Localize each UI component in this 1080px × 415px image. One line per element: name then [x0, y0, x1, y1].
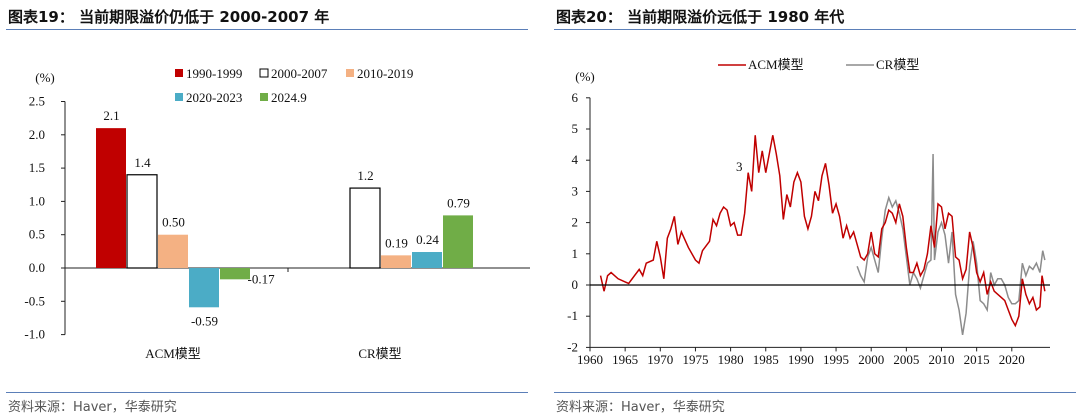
annotation: 3	[736, 159, 743, 174]
y-tick-label: 0.0	[29, 260, 45, 275]
bar-2010-2019	[158, 234, 188, 268]
bar-2020-2023	[412, 252, 442, 268]
category-label: CR模型	[358, 346, 401, 361]
data-label: 0.79	[447, 195, 470, 210]
y-tick-label: 0.5	[29, 227, 45, 242]
line-ACM模型	[599, 135, 1046, 328]
legend-label: 2020-2023	[186, 90, 242, 105]
x-tick-label: 1985	[753, 352, 779, 367]
right-chart-title: 图表20： 当前期限溢价远低于 1980 年代	[556, 8, 845, 26]
y-axis-unit: (%)	[575, 69, 595, 84]
data-label: 1.2	[357, 168, 373, 183]
x-tick-label: 1990	[788, 352, 814, 367]
x-tick-label: 2005	[893, 352, 919, 367]
legend-swatch	[175, 69, 183, 77]
x-tick-label: 1960	[577, 352, 603, 367]
bar-2024.9	[443, 215, 473, 268]
y-tick-label: 2.5	[29, 94, 45, 109]
legend-label: 2010-2019	[357, 66, 413, 81]
data-label: 0.19	[385, 235, 408, 250]
y-tick-label: 6	[572, 90, 579, 105]
y-tick-label: 2.0	[29, 127, 45, 142]
data-label: 0.24	[416, 232, 439, 247]
source-divider	[6, 392, 528, 393]
legend-label: 2000-2007	[271, 66, 328, 81]
y-tick-label: -0.5	[24, 293, 45, 308]
y-tick-label: 2	[572, 215, 579, 230]
y-tick-label: 1.5	[29, 160, 45, 175]
x-tick-label: 1965	[612, 352, 638, 367]
y-tick-label: -2	[567, 339, 578, 354]
legend-label: 2024.9	[271, 90, 307, 105]
bar-2000-2007	[126, 174, 158, 269]
x-tick-label: 2010	[929, 352, 955, 367]
x-tick-label: 2020	[999, 352, 1025, 367]
data-label: -0.17	[248, 271, 276, 286]
legend-swatch	[175, 93, 183, 101]
y-tick-label: -1.0	[24, 327, 45, 342]
title-divider	[6, 29, 528, 30]
bar-2020-2023	[189, 268, 219, 308]
y-tick-label: 4	[572, 152, 579, 167]
line-CR模型	[856, 153, 1046, 336]
data-label: 0.50	[162, 215, 185, 230]
legend-swatch	[346, 69, 354, 77]
y-axis-unit: (%)	[35, 70, 55, 85]
x-tick-label: 1970	[647, 352, 673, 367]
y-tick-label: 0	[572, 277, 579, 292]
y-tick-label: 1.0	[29, 193, 45, 208]
x-tick-label: 1975	[682, 352, 708, 367]
bar-2000-2007	[349, 187, 381, 269]
x-tick-label: 1980	[718, 352, 744, 367]
y-tick-label: -1	[567, 308, 578, 323]
legend-label: ACM模型	[748, 57, 804, 72]
bar-2010-2019	[381, 255, 411, 268]
y-tick-label: 5	[572, 121, 579, 136]
x-tick-label: 1995	[823, 352, 849, 367]
legend-label: 1990-1999	[186, 66, 242, 81]
legend-label: CR模型	[876, 57, 919, 72]
legend-swatch	[259, 68, 269, 78]
x-tick-label: 2015	[964, 352, 990, 367]
y-tick-label: 1	[572, 246, 579, 261]
bar-1990-1999	[96, 128, 126, 268]
data-label: 2.1	[103, 108, 119, 123]
legend-swatch	[260, 93, 268, 101]
bar-2024.9	[220, 268, 250, 280]
left-chart-title: 图表19： 当前期限溢价仍低于 2000-2007 年	[8, 8, 330, 26]
data-label: -0.59	[191, 313, 218, 328]
right-source-note: 资料来源：Haver，华泰研究	[556, 400, 725, 415]
left-source-note: 资料来源：Haver，华泰研究	[8, 400, 177, 415]
y-tick-label: 3	[572, 183, 579, 198]
title-divider	[554, 29, 1076, 30]
category-label: ACM模型	[145, 346, 201, 361]
source-divider	[554, 392, 1076, 393]
data-label: 1.4	[134, 155, 151, 170]
x-tick-label: 2000	[858, 352, 884, 367]
